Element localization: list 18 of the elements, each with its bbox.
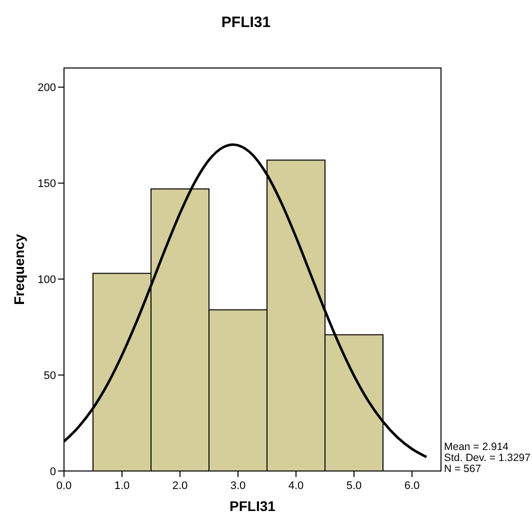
- x-tick-label: 3.0: [230, 480, 246, 492]
- text: N = 567: [444, 463, 482, 475]
- y-tick-label: 0: [50, 466, 56, 478]
- y-axis-title: Frequency: [11, 234, 27, 305]
- y-tick-label: 100: [38, 274, 56, 286]
- y-tick-label: 200: [38, 82, 56, 94]
- text: Mean = 2.914: [444, 441, 509, 453]
- x-tick-label: 0.0: [56, 480, 72, 492]
- y-tick-label: 150: [38, 178, 56, 190]
- text: Std. Dev. = 1.3297: [444, 452, 531, 464]
- x-tick-label: 4.0: [288, 480, 304, 492]
- y-tick-label: 50: [44, 370, 56, 382]
- chart-title: PFLI31: [221, 14, 271, 31]
- x-tick-label: 5.0: [346, 480, 362, 492]
- x-axis-title: PFLI31: [230, 498, 276, 514]
- x-tick-label: 6.0: [404, 480, 420, 492]
- x-tick-label: 2.0: [172, 480, 188, 492]
- x-tick-label: 1.0: [114, 480, 130, 492]
